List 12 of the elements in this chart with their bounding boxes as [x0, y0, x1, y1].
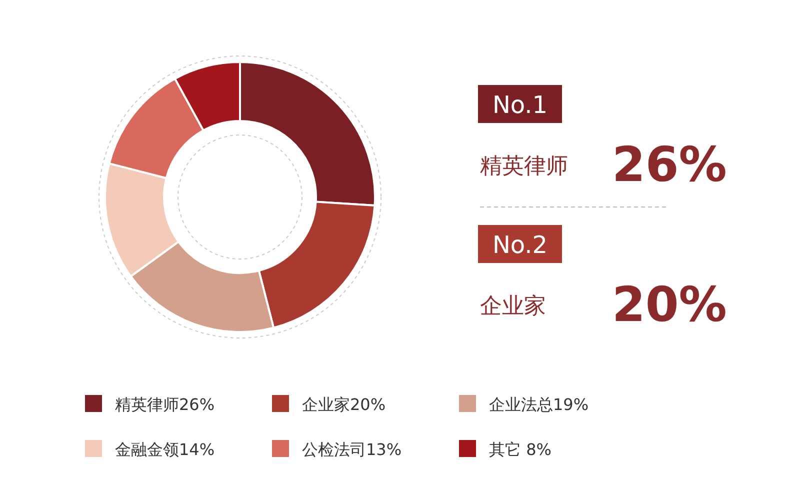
text: 企业家 [480, 294, 546, 319]
text: 20% [612, 277, 727, 333]
legend-label: 其它 8% [489, 440, 552, 459]
legend-label: 精英律师26% [115, 395, 215, 414]
text: No.2 [492, 231, 548, 259]
legend-label: 金融金领14% [115, 440, 215, 459]
legend-label: 企业家20% [302, 395, 386, 414]
text: No.1 [492, 91, 548, 119]
legend-label: 企业法总19% [489, 395, 589, 414]
legend-label: 公检法司13% [302, 440, 402, 459]
text: 26% [612, 137, 727, 193]
text: 精英律师 [480, 154, 568, 179]
